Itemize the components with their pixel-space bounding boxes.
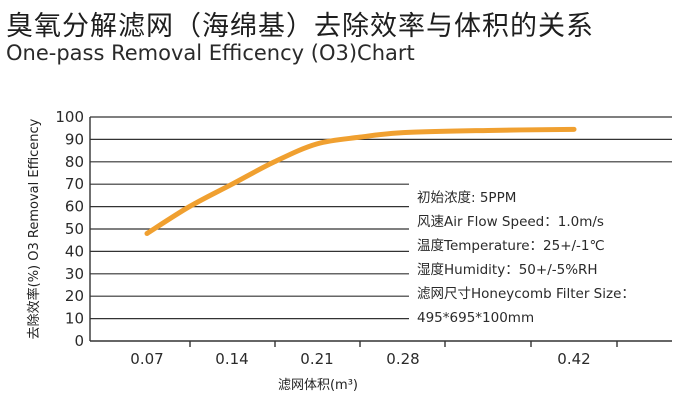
chart-title-en: One-pass Removal Efficency (O3)Chart [6,41,415,65]
y-tick-label: 0 [74,332,84,350]
y-tick-label: 80 [65,153,84,171]
y-tick-label: 70 [65,175,84,193]
y-tick-label: 50 [65,220,84,238]
x-tick-label: 0.14 [215,350,248,368]
y-tick-label: 40 [65,242,84,260]
x-tick-label: 0.21 [300,350,333,368]
y-tick-label: 20 [65,287,84,305]
note-initial-concentration: 初始浓度: 5PPM [417,190,517,206]
note-filter-size-label: 滤网尺寸Honeycomb Filter Size： [417,286,635,302]
x-axis-label: 滤网体积(m³) [278,378,358,393]
note-temperature: 温度Temperature：25+/-1℃ [417,238,605,254]
note-filter-size-value: 495*695*100mm [417,310,535,326]
y-tick-label: 30 [65,265,84,283]
note-humidity: 湿度Humidity：50+/-5%RH [417,262,598,278]
chart-title-cn: 臭氧分解滤网（海绵基）去除效率与体积的关系 [6,11,594,42]
test-conditions-note: 初始浓度: 5PPM 风速Air Flow Speed：1.0m/s 温度Tem… [409,183,685,334]
y-tick-label: 60 [65,198,84,216]
y-tick-label: 10 [65,310,84,328]
x-tick-labels: 0.07 0.14 0.21 0.28 0.42 [130,350,590,368]
y-tick-label: 90 [65,130,84,148]
x-tick-label: 0.07 [130,350,163,368]
series-line [144,126,577,236]
x-tick-label: 0.28 [386,350,419,368]
x-tick-label: 0.42 [557,350,590,368]
y-tick-labels: 0 10 20 30 40 50 60 70 80 90 100 [55,108,84,350]
y-axis-label: 去除效率(%) O3 Removal Efficency [26,118,42,339]
y-tick-label: 100 [55,108,84,126]
note-air-flow-speed: 风速Air Flow Speed：1.0m/s [417,214,604,230]
